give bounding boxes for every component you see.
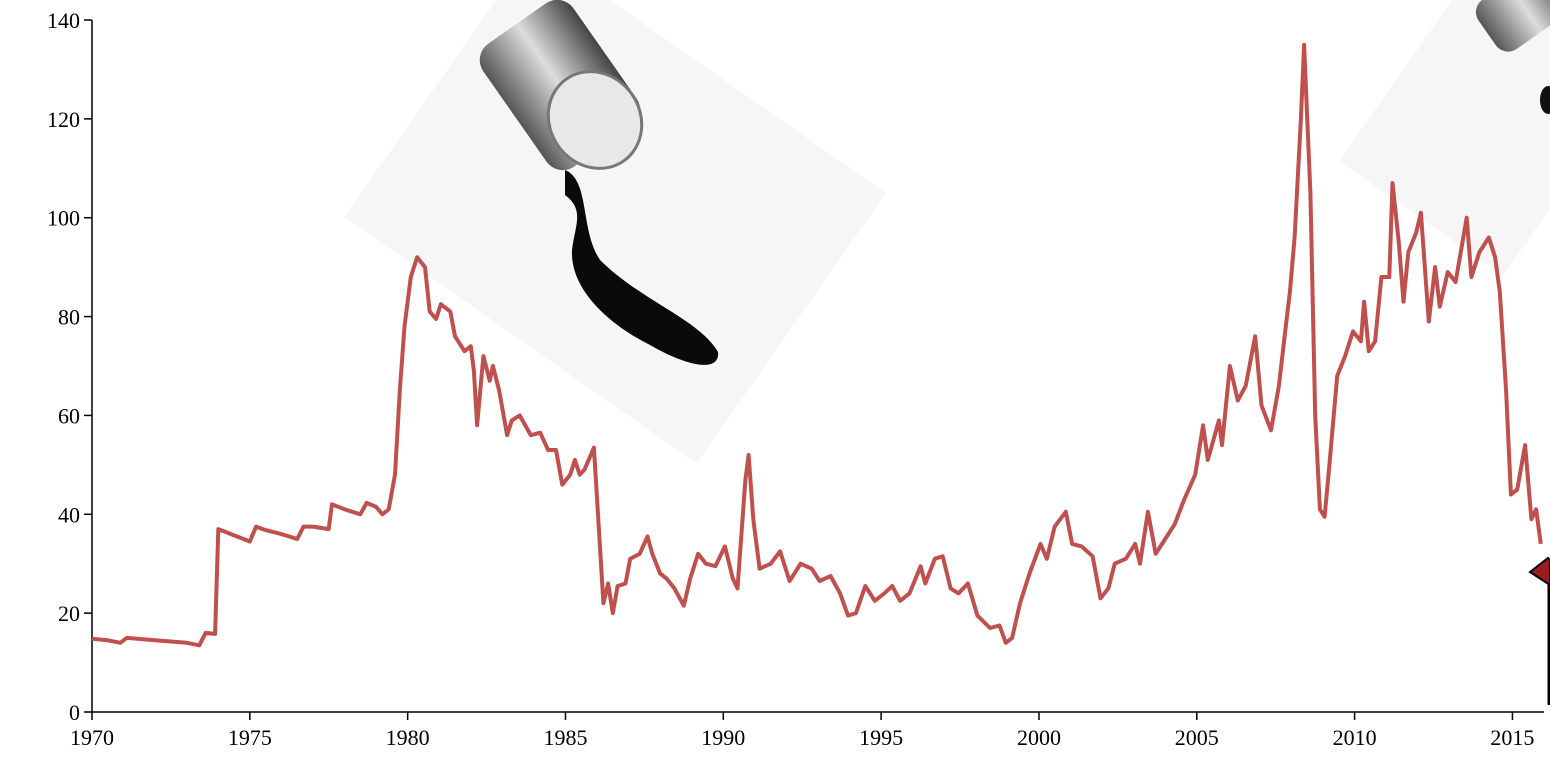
y-tick-label: 100	[47, 206, 80, 231]
x-tick-label: 1990	[701, 725, 745, 750]
x-tick-label: 1995	[859, 725, 903, 750]
x-tick-label: 2005	[1175, 725, 1219, 750]
y-tick-label: 140	[47, 8, 80, 33]
price-line	[91, 42, 1543, 648]
x-tick-label: 2000	[1017, 725, 1061, 750]
x-tick-label: 1980	[386, 725, 430, 750]
x-tick-label: 1985	[543, 725, 587, 750]
oil-barrel-image	[1339, 0, 1550, 276]
y-tick-label: 120	[47, 107, 80, 132]
y-tick-label: 60	[58, 403, 80, 428]
x-tick-label: 2015	[1490, 725, 1534, 750]
y-tick-label: 40	[58, 502, 80, 527]
arrow	[1528, 556, 1550, 705]
y-tick-label: 20	[58, 601, 80, 626]
x-tick-label: 1970	[70, 725, 114, 750]
y-tick-label: 80	[58, 305, 80, 330]
x-tick-label: 2010	[1333, 725, 1377, 750]
x-tick-label: 1975	[228, 725, 272, 750]
y-tick-label: 0	[69, 700, 80, 725]
oil-barrel-image	[344, 0, 886, 464]
